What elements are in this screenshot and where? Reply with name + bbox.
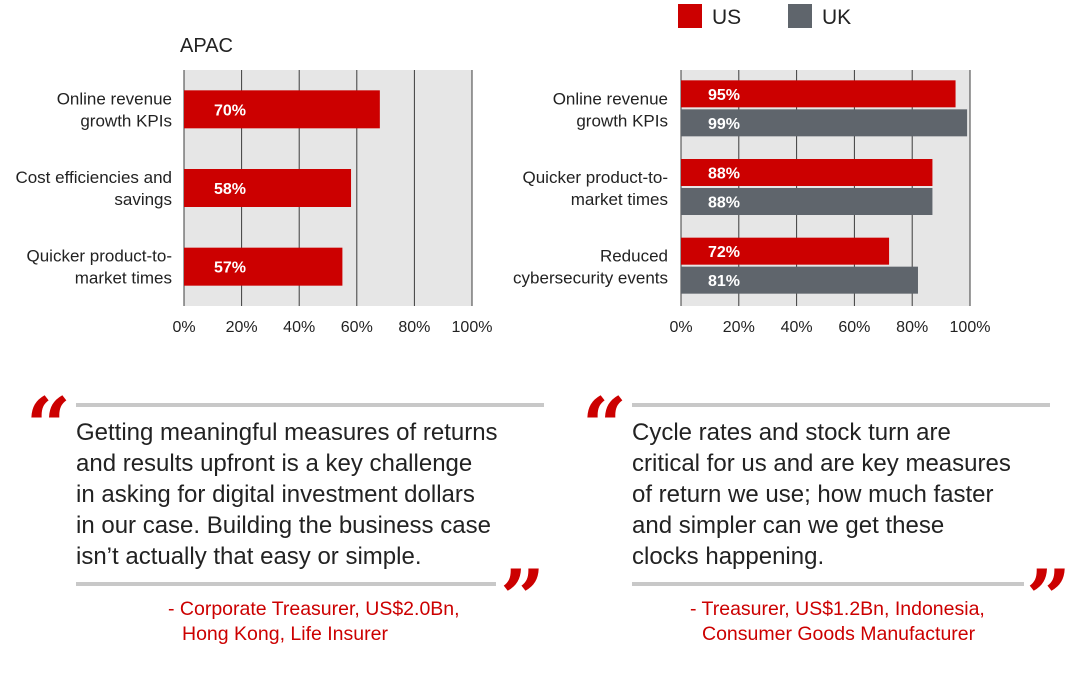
- bar: [184, 90, 380, 129]
- quote-attribution: - Corporate Treasurer, US$2.0Bn, Hong Ko…: [168, 597, 460, 647]
- attribution-line: Consumer Goods Manufacturer: [702, 623, 976, 645]
- bar-value-label: 95%: [708, 87, 740, 104]
- x-tick-label: 40%: [781, 319, 813, 336]
- bar-value-label: 81%: [708, 273, 740, 290]
- category-label: growth KPIs: [576, 111, 668, 130]
- quote-line: and results upfront is a key challenge: [76, 450, 473, 477]
- x-tick-label: 100%: [950, 319, 991, 336]
- category-label: Online revenue: [57, 89, 172, 108]
- quote-block-2: “ Cycle rates and stock turn are critica…: [560, 380, 1065, 670]
- bar: [681, 188, 933, 215]
- bar: [681, 266, 918, 294]
- legend-label: US: [712, 6, 741, 29]
- open-quote-icon: “: [582, 381, 627, 472]
- quote-line: critical for us and are key measures: [632, 450, 1011, 477]
- category-label: savings: [114, 190, 172, 209]
- quote-bottom-rule: [76, 582, 496, 586]
- x-tick-label: 80%: [896, 319, 928, 336]
- category-label: cybersecurity events: [513, 269, 668, 288]
- bar: [681, 80, 956, 108]
- x-tick-label: 40%: [283, 319, 315, 336]
- quote-attribution: - Treasurer, US$1.2Bn, Indonesia, Consum…: [690, 597, 985, 647]
- category-label: Quicker product-to-: [27, 247, 173, 266]
- quote-top-rule: [632, 403, 1050, 407]
- close-quote-icon: ”: [1026, 560, 1065, 638]
- bar-value-label: 70%: [214, 102, 246, 119]
- x-tick-label: 80%: [398, 319, 430, 336]
- quote-line: Cycle rates and stock turn are: [632, 419, 951, 446]
- quote-line: Getting meaningful measures of returns: [76, 419, 498, 446]
- bar-value-label: 72%: [708, 244, 740, 261]
- quote-block-1: “ Getting meaningful measures of returns…: [0, 380, 545, 670]
- bar: [681, 159, 933, 186]
- bar-value-label: 58%: [214, 181, 246, 198]
- x-tick-label: 20%: [723, 319, 755, 336]
- close-quote-icon: ”: [500, 553, 545, 644]
- bar-value-label: 57%: [214, 260, 246, 277]
- x-tick-label: 100%: [452, 319, 493, 336]
- quote-line: in our case. Building the business case: [76, 512, 491, 539]
- quote-text: Cycle rates and stock turn are critical …: [632, 417, 1011, 572]
- bar: [184, 169, 352, 207]
- attribution-line: - Corporate Treasurer, US$2.0Bn,: [168, 598, 460, 620]
- quote-top-rule: [76, 403, 544, 407]
- category-label: Online revenue: [553, 89, 668, 108]
- quote-line: in asking for digital investment dollars: [76, 481, 475, 508]
- category-label: Cost efficiencies and: [15, 168, 172, 187]
- x-tick-label: 60%: [341, 319, 373, 336]
- quote-text: Getting meaningful measures of returns a…: [76, 417, 498, 572]
- bar-value-label: 99%: [708, 116, 740, 133]
- x-tick-label: 0%: [172, 319, 195, 336]
- quote-line: of return we use; how much faster: [632, 481, 994, 508]
- category-label: market times: [75, 269, 172, 288]
- attribution-line: Hong Kong, Life Insurer: [182, 623, 388, 645]
- bar: [681, 237, 890, 265]
- x-tick-label: 20%: [226, 319, 258, 336]
- us-uk-bar-chart: 0% 20% 40% 60% 80% 100% 95% 99% Online revenue gr…: [513, 4, 991, 336]
- quote-bottom-rule: [632, 582, 1024, 586]
- legend-label: UK: [822, 6, 851, 29]
- legend-swatch: [788, 4, 812, 28]
- open-quote-icon: “: [26, 381, 71, 472]
- category-label: growth KPIs: [80, 111, 172, 130]
- attribution-line: - Treasurer, US$1.2Bn, Indonesia,: [690, 598, 985, 620]
- category-label: market times: [571, 190, 668, 209]
- category-label: Quicker product-to-: [523, 168, 669, 187]
- bar-value-label: 88%: [708, 195, 740, 212]
- x-tick-label: 0%: [669, 319, 692, 336]
- quote-line: isn’t actually that easy or simple.: [76, 543, 422, 570]
- quote-line: clocks happening.: [632, 543, 825, 570]
- x-tick-label: 60%: [838, 319, 870, 336]
- quote-line: and simpler can we get these: [632, 512, 945, 539]
- bar: [681, 109, 968, 137]
- apac-bar-chart: 0% 20% 40% 60% 80% 100% APAC 70% Online revenue g…: [15, 35, 493, 336]
- chart-title: APAC: [180, 35, 233, 57]
- category-label: Reduced: [600, 247, 668, 266]
- bar: [184, 247, 343, 286]
- legend-swatch: [678, 4, 702, 28]
- bar-value-label: 88%: [708, 166, 740, 183]
